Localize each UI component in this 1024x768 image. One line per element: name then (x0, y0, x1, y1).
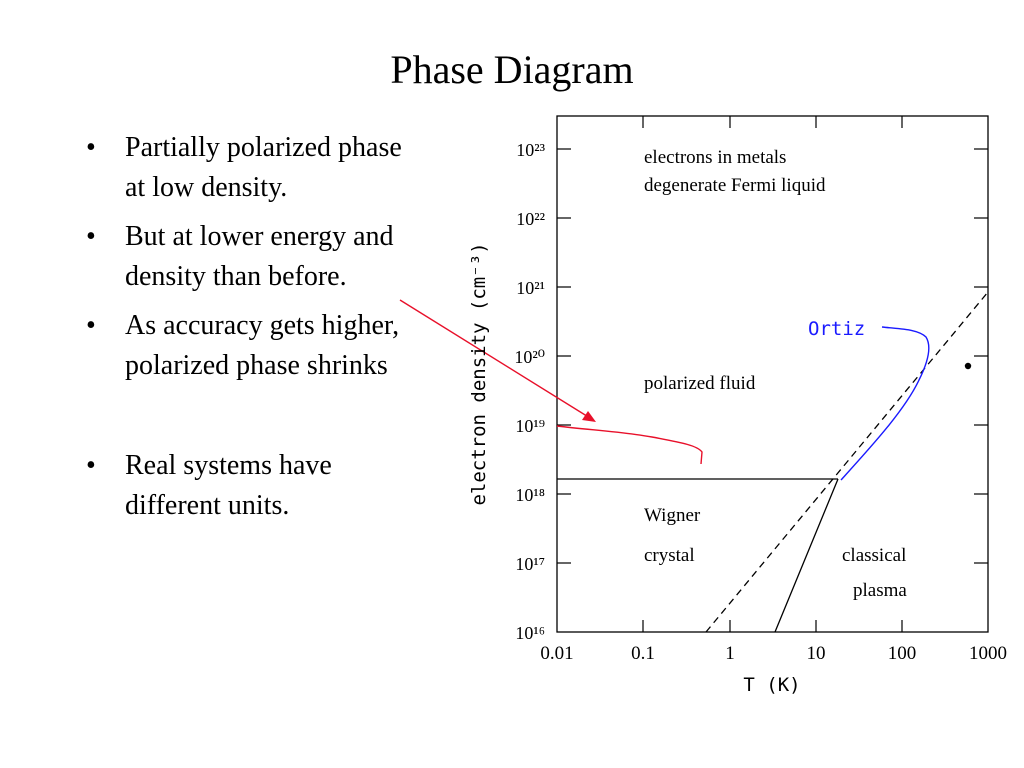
y-tick-label: 10²¹ (516, 278, 545, 298)
bullet-dot: • (86, 310, 96, 341)
dot-marker (964, 362, 972, 370)
plot-frame (556, 115, 989, 633)
x-tick-labels: 0.01 0.1 1 10 100 1000 (540, 643, 1007, 664)
region-label-polarized: polarized fluid (644, 373, 756, 394)
x-tick-label: 100 (888, 643, 917, 664)
x-tick-label: 1 (725, 643, 735, 664)
region-label-metals-1: electrons in metals (644, 147, 786, 168)
bullet-item: • Real systems have different units. (84, 446, 424, 526)
y-axis-label: electron density (cm⁻³) (468, 242, 490, 505)
x-tick-label: 0.01 (540, 643, 573, 664)
y-tick-label: 10¹⁹ (515, 416, 545, 436)
x-tick-label: 0.1 (631, 643, 655, 664)
bullet-item: • But at lower energy and density than b… (84, 217, 424, 297)
red-arrow-line (399, 299, 591, 419)
red-arrow-head (582, 411, 596, 422)
region-label-classical-1: classical (842, 545, 906, 566)
bullet-item: • As accuracy gets higher, polarized pha… (84, 306, 424, 386)
region-label-classical-2: plasma (853, 580, 907, 601)
bullet-dot: • (86, 221, 96, 252)
bullet-text: But at lower energy and density than bef… (125, 221, 394, 292)
melting-line (774, 478, 839, 633)
region-label-metals-2: degenerate Fermi liquid (644, 175, 826, 196)
bullet-item: • Partially polarized phase at low densi… (84, 128, 424, 208)
axis-ticks (557, 116, 988, 632)
degeneracy-dashed-line (705, 291, 989, 633)
y-tick-label: 10¹⁶ (515, 623, 545, 643)
bullet-text: Real systems have different units. (125, 450, 332, 521)
ortiz-curve (840, 326, 930, 481)
bullet-text: As accuracy gets higher, polarized phase… (125, 310, 400, 381)
region-label-wigner-1: Wigner (644, 505, 701, 526)
y-tick-labels: 10¹⁶ 10¹⁷ 10¹⁸ 10¹⁹ 10²⁰ 10²¹ 10²² 10²³ (514, 140, 545, 643)
x-tick-label: 1000 (969, 643, 1007, 664)
region-label-wigner-2: crystal (644, 545, 695, 566)
y-tick-label: 10¹⁸ (515, 485, 545, 505)
red-boundary-curve (556, 425, 703, 465)
bullet-list: • Partially polarized phase at low densi… (84, 128, 424, 535)
bullet-dot: • (86, 132, 96, 163)
x-tick-label: 10 (807, 643, 826, 664)
y-tick-label: 10¹⁷ (515, 554, 545, 574)
bullet-text: Partially polarized phase at low density… (125, 132, 402, 203)
y-tick-label: 10²² (516, 209, 545, 229)
slide-title: Phase Diagram (390, 47, 634, 92)
y-tick-label: 10²³ (516, 140, 545, 160)
y-tick-label: 10²⁰ (514, 347, 545, 367)
x-axis-label: T (K) (743, 674, 800, 696)
ortiz-label: Ortiz (808, 318, 865, 340)
bullet-dot: • (86, 450, 96, 481)
